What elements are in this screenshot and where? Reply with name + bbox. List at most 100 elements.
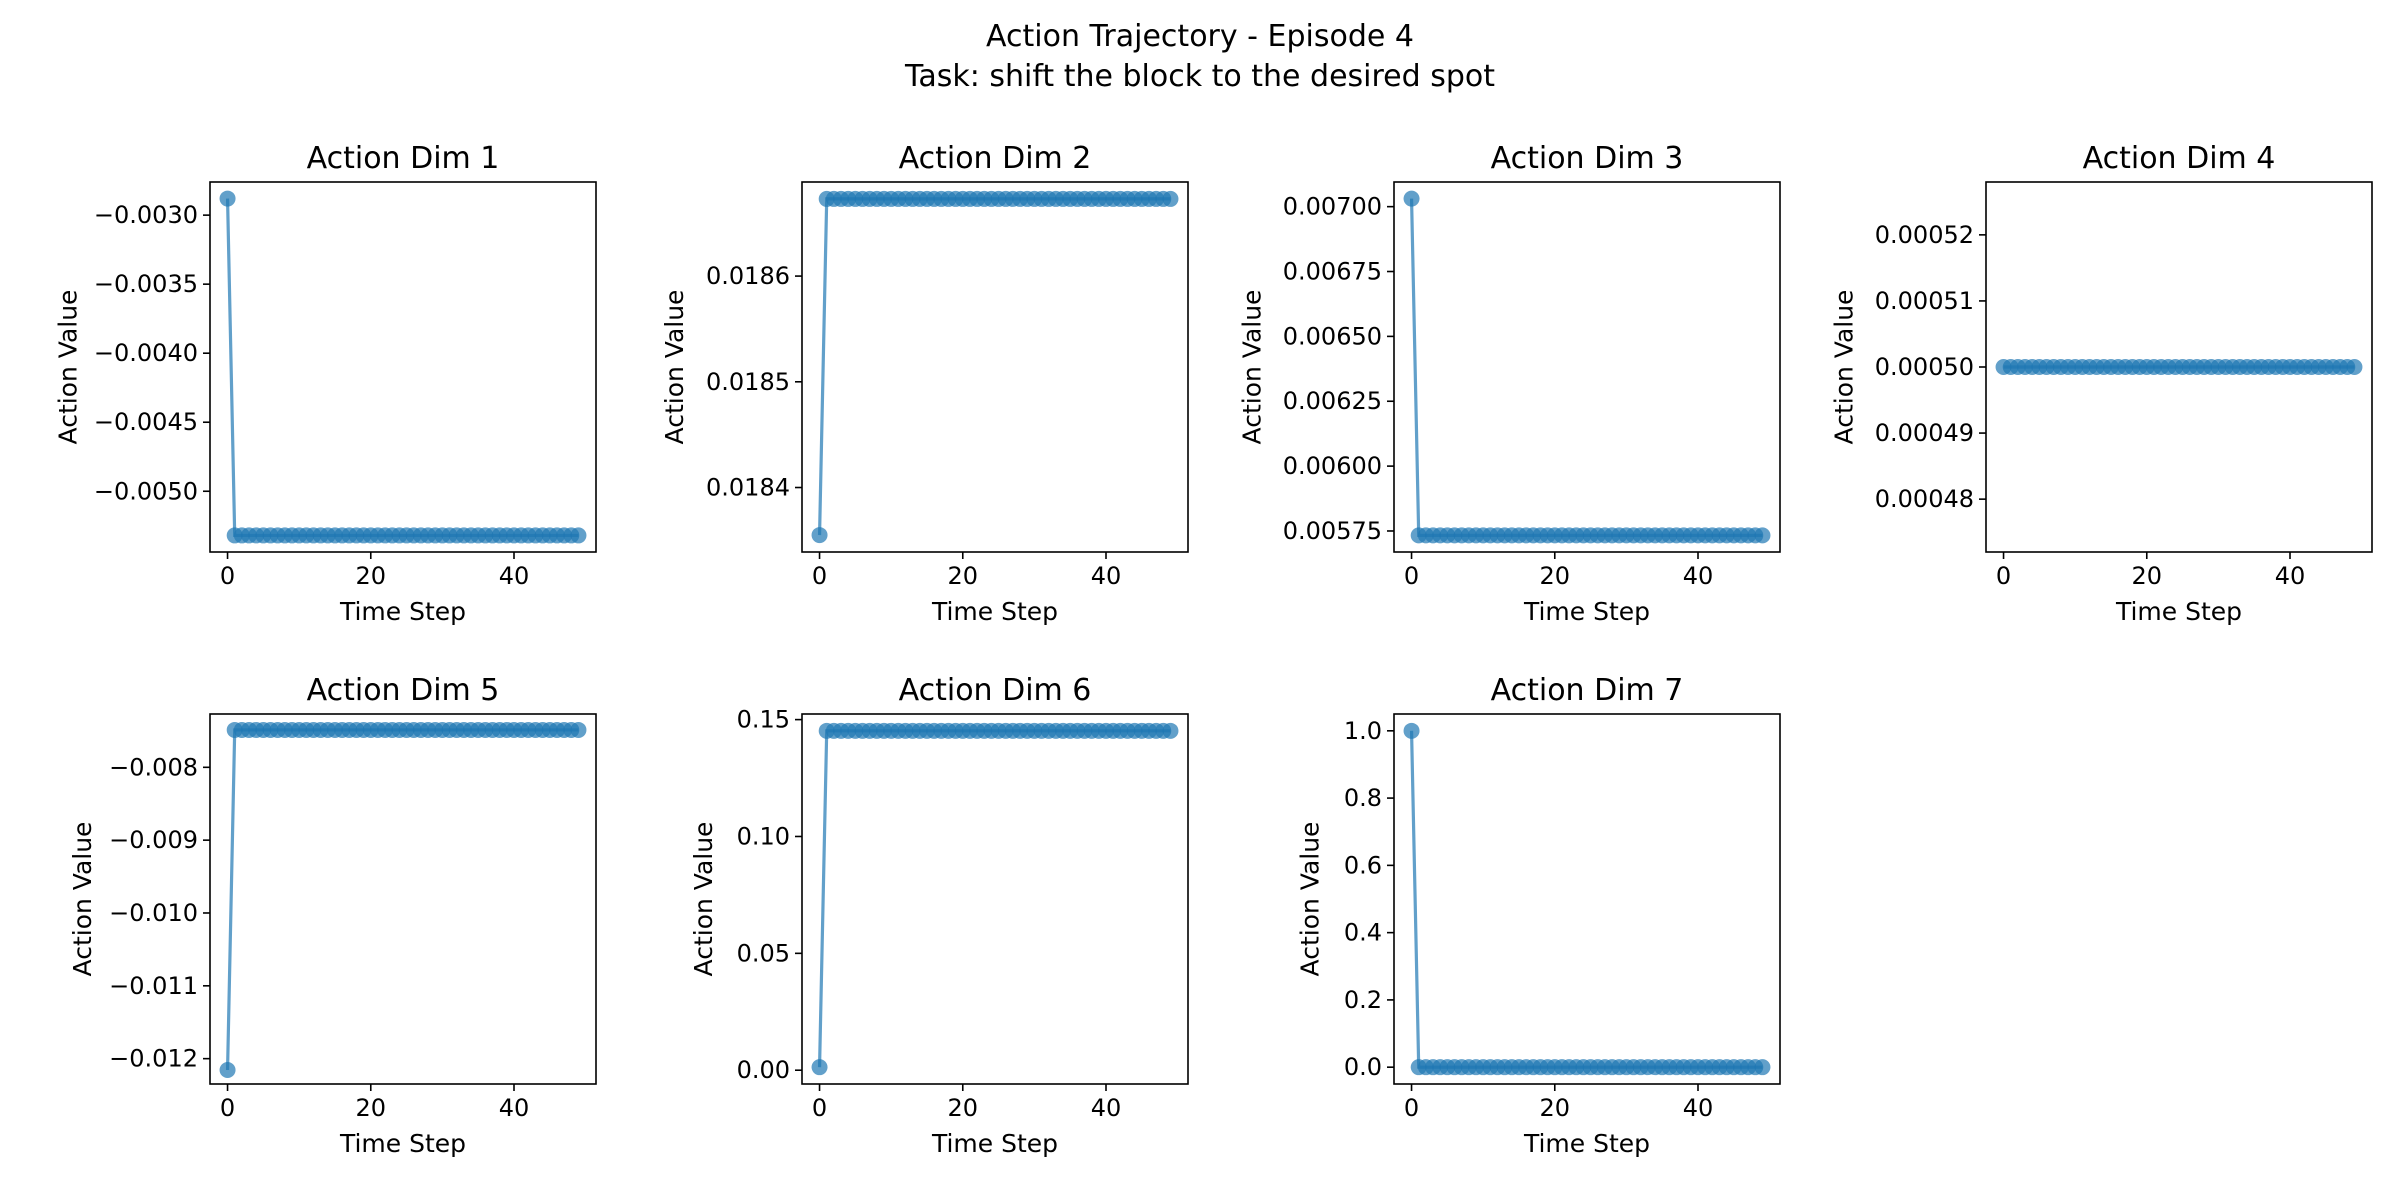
y-tick-label: 0.2 (1344, 986, 1382, 1014)
subplot-title: Action Dim 1 (307, 141, 500, 176)
x-tick-label: 40 (499, 1094, 530, 1122)
x-tick-label: 20 (1540, 1094, 1571, 1122)
x-tick-label: 0 (220, 1094, 235, 1122)
axes-frame (209, 713, 597, 1085)
y-axis-label: Action Value (54, 290, 83, 445)
data-point (219, 1062, 236, 1079)
y-tick-label: 0.15 (737, 706, 790, 734)
y-tick-label: 0.00052 (1875, 221, 1974, 249)
y-tick-label: 0.6 (1344, 851, 1382, 879)
x-axis-label: Time Step (931, 1129, 1058, 1158)
subplot-action-dim-3: 0 20 40 0.00700 0.00675 0.00650 0.00625 0.00600… (1238, 141, 1781, 626)
x-axis-label: Time Step (339, 597, 466, 626)
y-tick-label: −0.011 (109, 972, 198, 1000)
y-tick-label: 0.00650 (1283, 322, 1382, 350)
y-tick-label: 0.00625 (1283, 387, 1382, 415)
data-point (570, 527, 587, 544)
y-tick-label: 0.05 (737, 939, 790, 967)
y-tick-label: 0.00051 (1875, 287, 1974, 315)
x-tick-label: 40 (1683, 1094, 1714, 1122)
series-line (225, 728, 579, 1071)
x-tick-label: 20 (2132, 562, 2163, 590)
y-tick-label: 0.0185 (706, 368, 790, 396)
subplot-title: Action Dim 4 (2083, 141, 2276, 176)
y-axis-label: Action Value (1238, 290, 1267, 445)
y-tick-label: 0.00048 (1875, 485, 1974, 513)
y-tick-label: −0.0050 (94, 477, 198, 505)
subplot-action-dim-4: 0 20 40 0.00052 0.00051 0.00050 0.00049 0.00048… (1830, 141, 2373, 626)
x-axis-label: Time Step (2115, 597, 2242, 626)
subplot-action-dim-7: 0 20 40 0.0 0.2 0.4 0.6 0.8 1.0 Action Dim 7 Time … (1296, 673, 1781, 1158)
x-tick-label: 0 (812, 562, 827, 590)
x-tick-label: 40 (1091, 562, 1122, 590)
x-axis-label: Time Step (1523, 597, 1650, 626)
subplot-action-dim-6: 0 20 40 0.00 0.05 0.10 0.15 Action Dim 6 Time St… (689, 673, 1189, 1158)
subplot-title: Action Dim 6 (899, 673, 1092, 708)
x-tick-label: 20 (948, 562, 979, 590)
subplot-title: Action Dim 7 (1491, 673, 1684, 708)
x-tick-label: 40 (1091, 1094, 1122, 1122)
y-tick-label: −0.0035 (94, 270, 198, 298)
y-tick-label: −0.0045 (94, 408, 198, 436)
data-point (1754, 1059, 1771, 1076)
y-tick-label: 0.00600 (1283, 452, 1382, 480)
x-tick-label: 40 (1683, 562, 1714, 590)
series-line (817, 197, 1171, 536)
x-tick-label: 0 (220, 562, 235, 590)
x-tick-label: 20 (356, 1094, 387, 1122)
data-point (570, 721, 587, 738)
x-tick-label: 20 (948, 1094, 979, 1122)
x-tick-label: 40 (2275, 562, 2306, 590)
y-tick-label: 0.00049 (1875, 419, 1974, 447)
data-point (811, 1059, 828, 1076)
data-point (1403, 722, 1420, 739)
figure-title-line1: Action Trajectory - Episode 4 (986, 19, 1414, 54)
y-tick-label: 0.10 (737, 822, 790, 850)
y-axis-label: Action Value (689, 822, 718, 977)
subplot-title: Action Dim 2 (899, 141, 1092, 176)
subplot-title: Action Dim 3 (1491, 141, 1684, 176)
x-tick-label: 0 (1404, 562, 1419, 590)
y-tick-label: −0.008 (109, 753, 198, 781)
axes-frame (1393, 181, 1781, 553)
axes-frame (801, 181, 1189, 553)
subplot-grid: 0 20 40 −0.0030 −0.0035 −0.0040 −0.0045 −0.0050… (54, 141, 2373, 1158)
y-tick-label: 1.0 (1344, 717, 1382, 745)
y-tick-label: 0.00 (737, 1056, 790, 1084)
data-point (2346, 359, 2363, 375)
subplot-action-dim-1: 0 20 40 −0.0030 −0.0035 −0.0040 −0.0045 −0.0050… (54, 141, 597, 626)
y-tick-label: 0.0186 (706, 262, 790, 290)
axes-frame (209, 181, 597, 553)
x-axis-label: Time Step (931, 597, 1058, 626)
x-tick-label: 20 (356, 562, 387, 590)
y-tick-label: 0.00575 (1283, 517, 1382, 545)
y-tick-label: 0.00675 (1283, 258, 1382, 286)
data-point (811, 527, 828, 544)
axes-frame (801, 713, 1189, 1085)
y-tick-label: 0.8 (1344, 784, 1382, 812)
y-tick-label: 0.00050 (1875, 353, 1974, 381)
x-tick-label: 0 (1996, 562, 2011, 590)
y-tick-label: 0.0 (1344, 1053, 1382, 1081)
y-tick-label: −0.0040 (94, 339, 198, 367)
x-axis-label: Time Step (339, 1129, 466, 1158)
x-tick-label: 40 (499, 562, 530, 590)
y-tick-label: −0.009 (109, 826, 198, 854)
x-tick-label: 0 (1404, 1094, 1419, 1122)
y-tick-label: 0.4 (1344, 919, 1382, 947)
data-point (219, 190, 236, 207)
y-tick-label: 0.00700 (1283, 193, 1382, 221)
subplot-action-dim-5: 0 20 40 −0.008 −0.009 −0.010 −0.011 −0.012 Actio… (68, 673, 597, 1158)
series-line (1409, 198, 1763, 537)
x-tick-label: 20 (1540, 562, 1571, 590)
y-tick-label: −0.010 (109, 899, 198, 927)
x-axis-label: Time Step (1523, 1129, 1650, 1158)
data-point (1162, 722, 1179, 739)
data-point (1403, 190, 1420, 207)
y-tick-label: −0.0030 (94, 201, 198, 229)
y-axis-label: Action Value (1296, 822, 1325, 977)
y-tick-label: 0.0184 (706, 474, 790, 502)
y-axis-label: Action Value (1830, 290, 1859, 445)
figure-title-line2: Task: shift the block to the desired spo… (904, 59, 1495, 94)
